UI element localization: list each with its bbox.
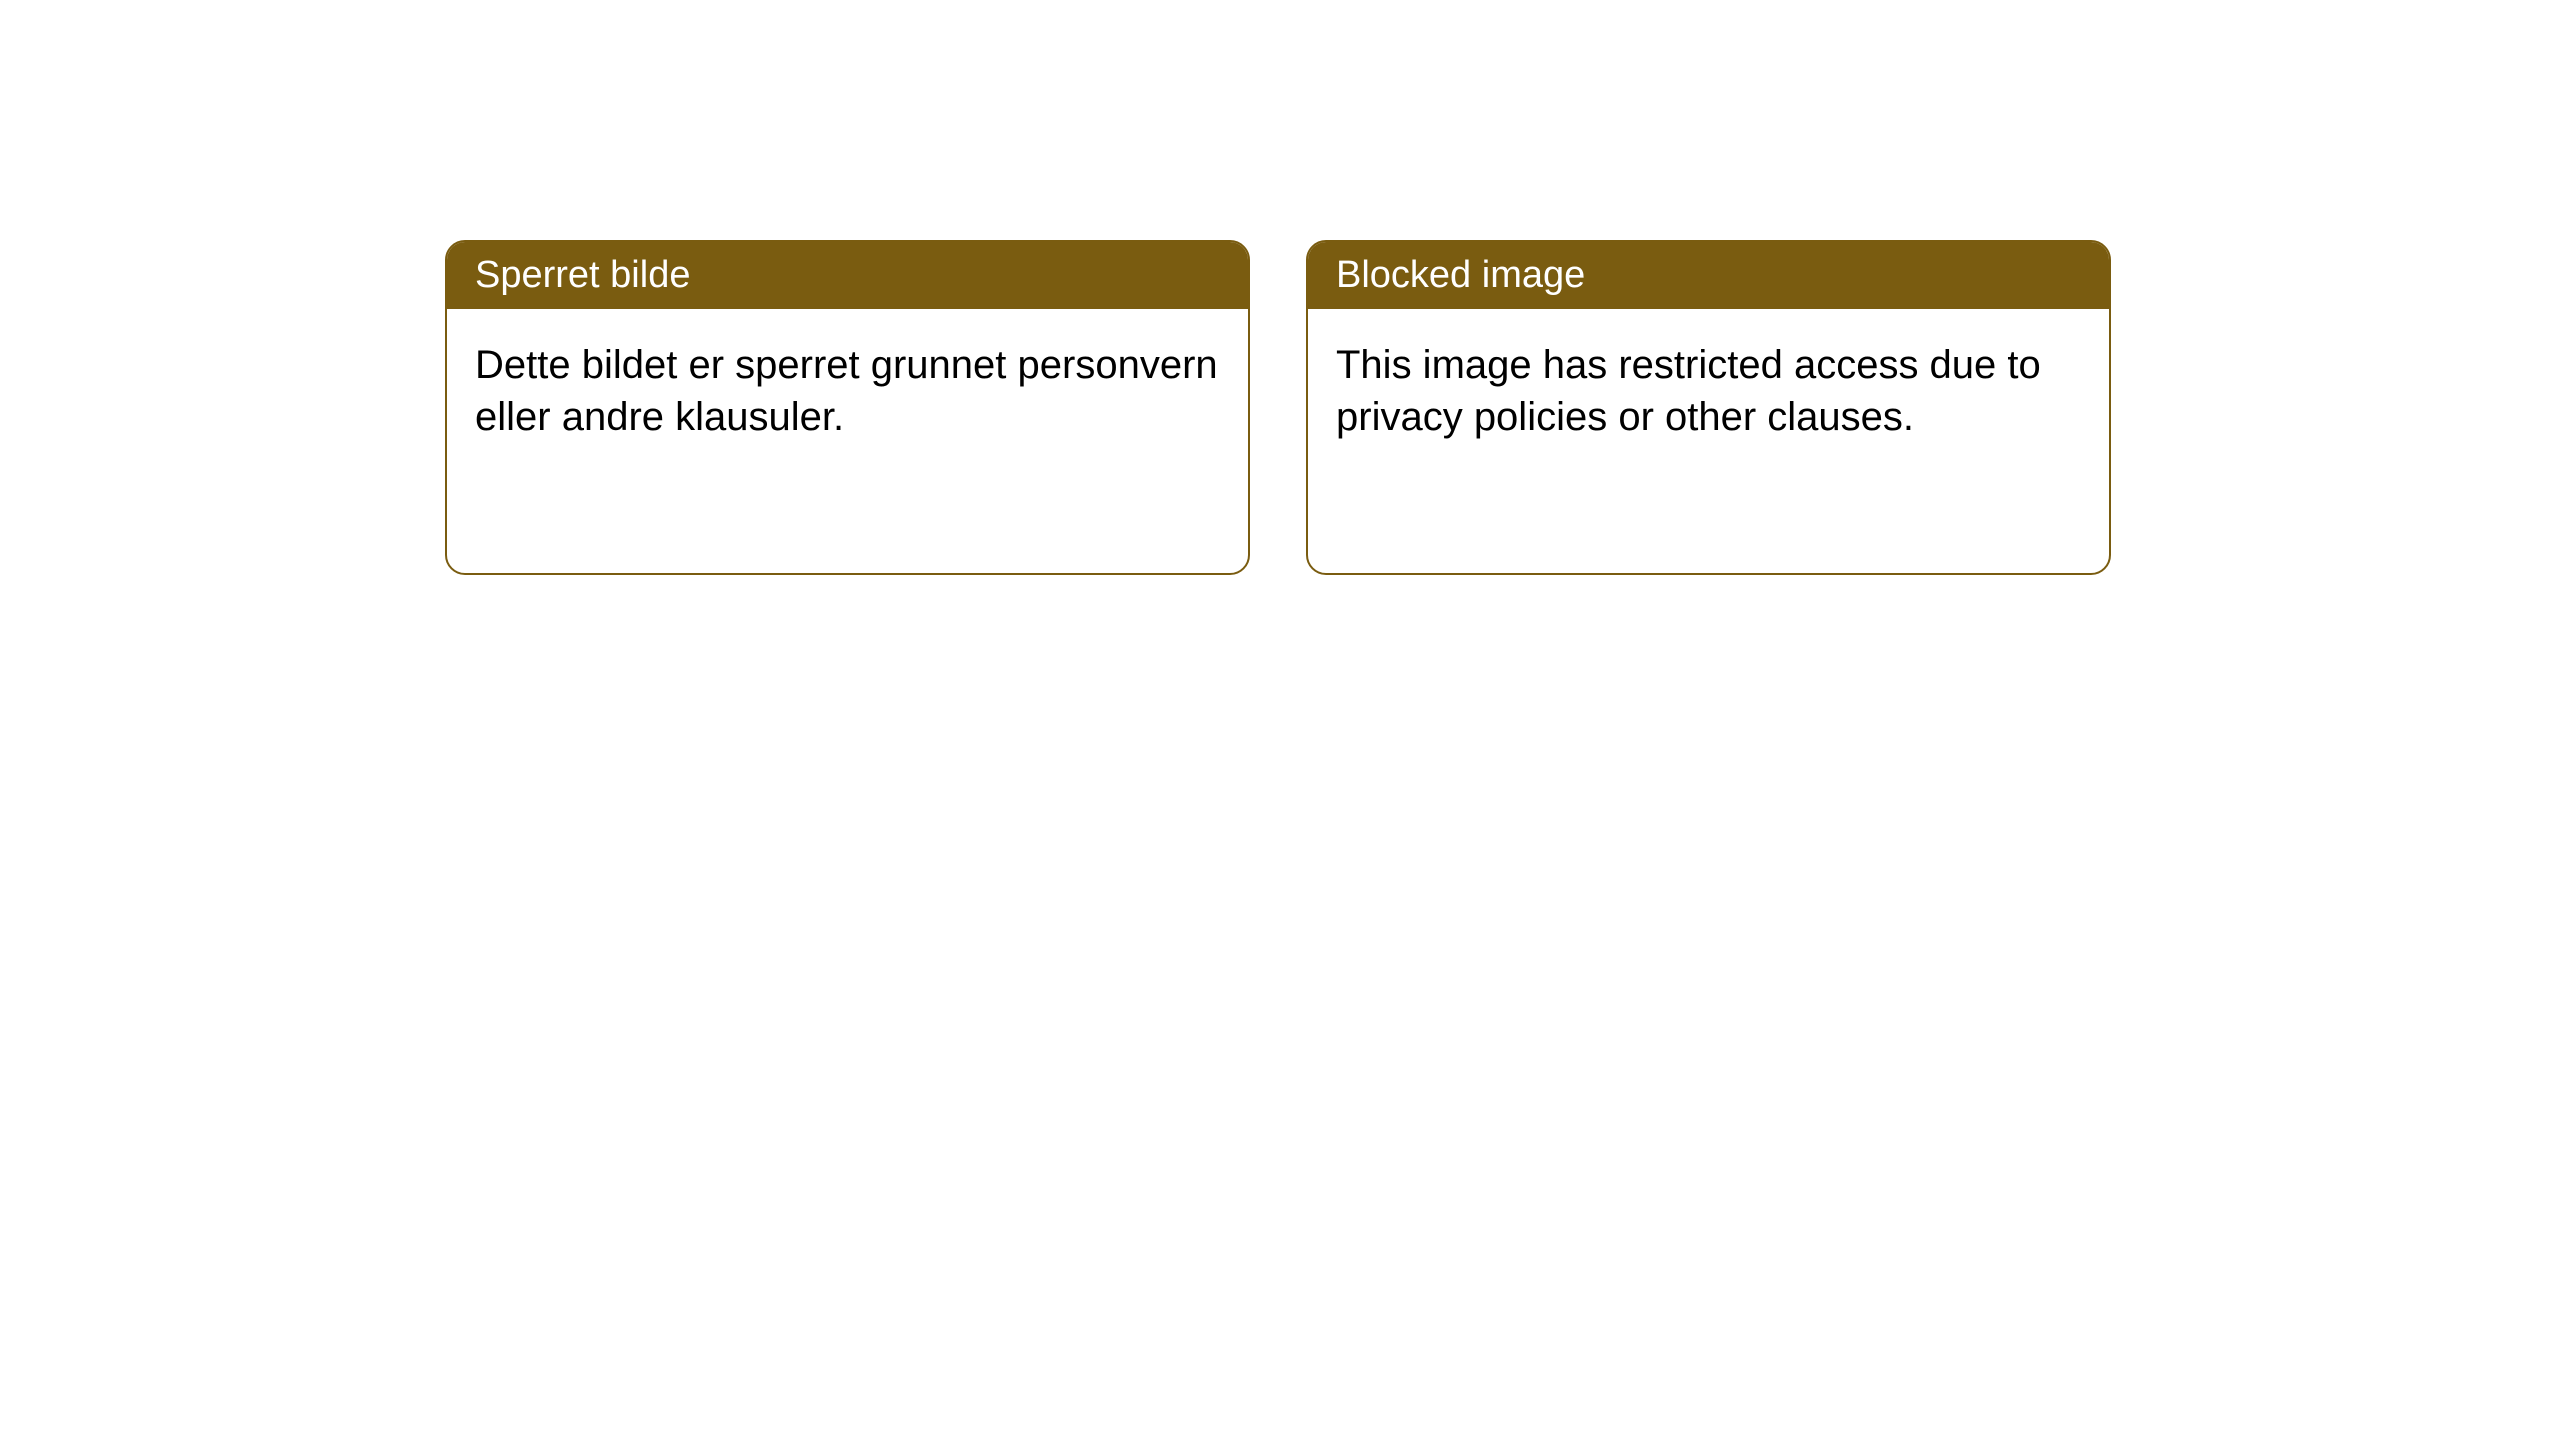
card-body-text-norwegian: Dette bildet er sperret grunnet personve… — [475, 343, 1218, 439]
card-body-norwegian: Dette bildet er sperret grunnet personve… — [447, 309, 1248, 473]
card-header-english: Blocked image — [1308, 242, 2109, 309]
notice-cards-container: Sperret bilde Dette bildet er sperret gr… — [445, 240, 2111, 575]
card-title-english: Blocked image — [1336, 254, 1585, 296]
card-title-norwegian: Sperret bilde — [475, 254, 690, 296]
card-header-norwegian: Sperret bilde — [447, 242, 1248, 309]
notice-card-english: Blocked image This image has restricted … — [1306, 240, 2111, 575]
notice-card-norwegian: Sperret bilde Dette bildet er sperret gr… — [445, 240, 1250, 575]
card-body-text-english: This image has restricted access due to … — [1336, 343, 2041, 439]
card-body-english: This image has restricted access due to … — [1308, 309, 2109, 473]
